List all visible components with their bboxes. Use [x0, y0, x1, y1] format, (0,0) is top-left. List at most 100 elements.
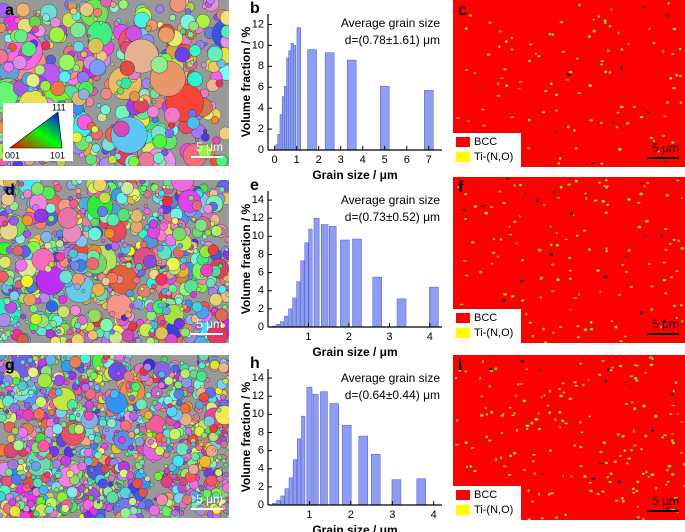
- y-tick-label: 0: [258, 321, 264, 333]
- precipitate: [594, 200, 598, 202]
- grain: [95, 409, 100, 414]
- grain: [193, 414, 200, 421]
- precipitate: [485, 407, 487, 409]
- precipitate: [616, 126, 618, 129]
- bar: [353, 239, 362, 327]
- precipitate: [605, 247, 607, 249]
- precipitate: [482, 125, 486, 127]
- precipitate: [670, 276, 673, 278]
- precipitate: [677, 413, 679, 415]
- grain: [73, 41, 84, 52]
- grain: [29, 390, 34, 395]
- grain: [48, 261, 54, 267]
- precipitate: [541, 396, 543, 398]
- precipitate: [591, 478, 594, 480]
- precipitate: [501, 432, 503, 434]
- grain: [210, 360, 219, 369]
- grain: [0, 514, 3, 518]
- precipitate: [579, 363, 582, 365]
- precipitate: [498, 46, 500, 49]
- precipitate: [621, 264, 624, 266]
- grain: [23, 190, 32, 199]
- precipitate: [527, 147, 530, 149]
- grain: [74, 283, 80, 289]
- grain: [81, 383, 89, 391]
- x-tick-label: 2: [316, 154, 322, 166]
- grain: [104, 228, 114, 238]
- grain: [223, 248, 235, 260]
- grain: [192, 217, 196, 221]
- grain: [5, 468, 13, 476]
- precipitate: [601, 491, 605, 493]
- grain: [13, 160, 23, 170]
- grain: [72, 450, 76, 454]
- precipitate: [540, 278, 542, 280]
- precipitate: [645, 471, 647, 473]
- precipitate: [680, 304, 682, 307]
- bar: [392, 480, 401, 505]
- grain: [190, 291, 196, 297]
- grain: [46, 300, 58, 312]
- grain: [18, 458, 24, 464]
- precipitate: [667, 481, 670, 483]
- bar: [297, 439, 301, 505]
- precipitate: [583, 475, 586, 478]
- precipitate: [672, 239, 675, 241]
- precipitate: [481, 205, 485, 207]
- x-tick-label: 3: [389, 509, 395, 521]
- bar: [342, 425, 351, 505]
- grain: [166, 291, 171, 296]
- grain: [153, 153, 164, 164]
- grain: [34, 209, 48, 223]
- grain: [187, 117, 200, 130]
- y-tick-label: 0: [258, 499, 264, 511]
- grain: [48, 215, 54, 221]
- precipitate: [664, 292, 667, 294]
- precipitate: [666, 101, 669, 104]
- precipitate: [626, 462, 628, 464]
- precipitate: [620, 66, 622, 69]
- precipitate: [513, 184, 516, 187]
- grain: [189, 21, 199, 31]
- grain: [146, 25, 152, 31]
- precipitate: [645, 220, 649, 223]
- grain: [105, 428, 109, 432]
- precipitate: [510, 116, 514, 118]
- grain: [171, 483, 175, 487]
- grain: [175, 47, 190, 62]
- grain: [114, 432, 117, 435]
- precipitate: [536, 199, 539, 202]
- precipitate: [565, 239, 569, 241]
- grain: [56, 252, 65, 261]
- precipitate: [557, 197, 560, 199]
- bar: [285, 489, 289, 505]
- precipitate: [612, 121, 614, 123]
- grain: [222, 459, 226, 463]
- precipitate: [491, 263, 493, 265]
- precipitate: [559, 326, 562, 328]
- precipitate: [527, 489, 529, 492]
- grain: [44, 35, 49, 40]
- grain: [90, 440, 94, 444]
- grain: [202, 234, 207, 239]
- grain: [8, 30, 12, 34]
- precipitate: [523, 400, 527, 403]
- grain: [174, 381, 182, 389]
- grain: [176, 400, 182, 406]
- x-tick-label: 1: [294, 154, 300, 166]
- y-tick-label: 2: [258, 303, 264, 315]
- legend-swatch: [456, 490, 470, 500]
- grain: [221, 25, 234, 38]
- precipitate: [633, 430, 635, 433]
- panel-label: b: [250, 0, 260, 17]
- x-tick-label: 5: [382, 154, 388, 166]
- grain: [94, 385, 100, 391]
- x-axis-label: Grain size / μm: [312, 345, 397, 359]
- grain: [218, 285, 226, 293]
- precipitate: [676, 179, 680, 181]
- grain: [113, 121, 129, 137]
- grain: [50, 321, 57, 328]
- grain: [167, 406, 178, 417]
- grain: [165, 266, 169, 270]
- precipitate: [635, 379, 638, 382]
